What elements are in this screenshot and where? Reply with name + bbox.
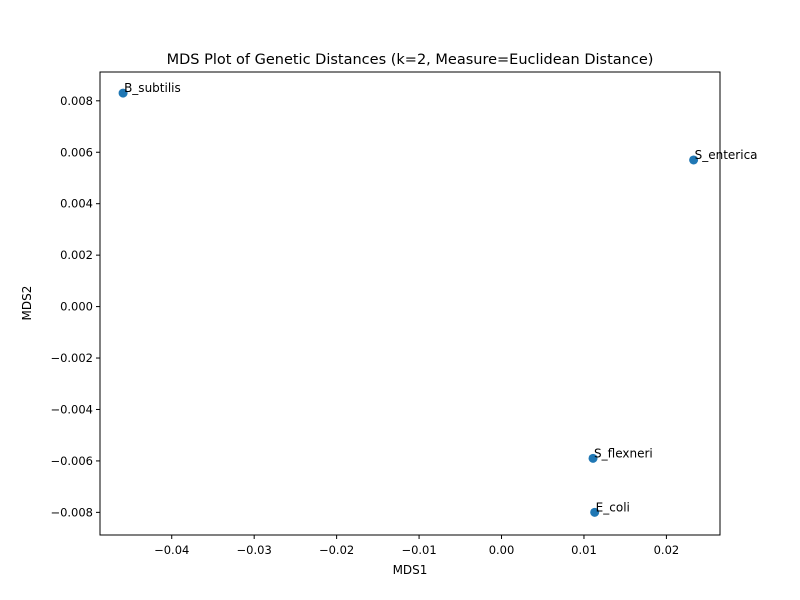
y-tick-label: 0.002 xyxy=(60,248,93,262)
data-point xyxy=(588,453,598,463)
y-tick-label: −0.004 xyxy=(50,402,93,416)
y-tick-label: 0.004 xyxy=(60,197,93,211)
x-axis-label: MDS1 xyxy=(393,563,428,577)
x-tick-label: −0.03 xyxy=(237,543,272,557)
y-axis-label: MDS2 xyxy=(20,286,34,321)
data-point xyxy=(590,507,600,517)
y-tick-label: −0.006 xyxy=(50,454,93,468)
plot-area-frame xyxy=(99,71,721,536)
point-label: B_subtilis xyxy=(124,81,181,95)
x-tick-label: 0.02 xyxy=(654,543,680,557)
point-label: S_enterica xyxy=(695,148,758,162)
y-tick-label: 0.006 xyxy=(60,145,93,159)
x-tick-label: 0.00 xyxy=(489,543,515,557)
y-tick-label: −0.002 xyxy=(50,351,93,365)
x-tick-label: −0.01 xyxy=(401,543,436,557)
x-tick-label: −0.02 xyxy=(319,543,354,557)
data-point xyxy=(689,155,699,165)
point-label: S_flexneri xyxy=(594,446,653,460)
y-axis-ticks: −0.008 −0.006 −0.004 −0.002 0.000 0.002 0.004 0… xyxy=(50,94,100,519)
y-tick-label: −0.008 xyxy=(50,505,93,519)
x-axis-ticks: −0.04 −0.03 −0.02 −0.01 0.00 0.01 0.02 xyxy=(154,535,679,557)
chart-title: MDS Plot of Genetic Distances (k=2, Meas… xyxy=(167,52,654,68)
point-label: E_coli xyxy=(596,500,630,514)
x-tick-label: 0.01 xyxy=(571,543,597,557)
y-tick-label: 0.000 xyxy=(60,300,93,314)
point-labels: B_subtilis S_enterica S_flexneri E_coli xyxy=(124,81,757,514)
data-point xyxy=(118,88,128,98)
x-tick-label: −0.04 xyxy=(154,543,189,557)
data-points xyxy=(118,88,699,517)
y-tick-label: 0.008 xyxy=(60,94,93,108)
